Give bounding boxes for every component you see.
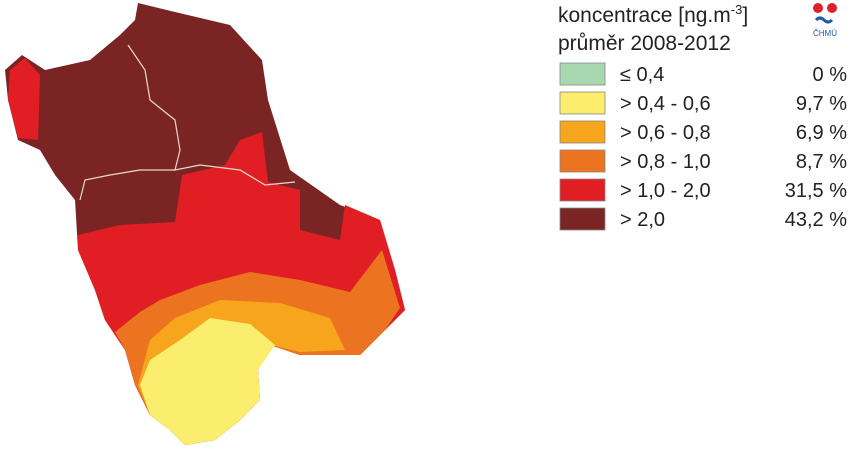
region-yellow	[140, 318, 275, 445]
legend-share: 31,5 %	[785, 180, 847, 202]
logo: ČHMÚ	[813, 3, 837, 38]
legend-label: > 2,0	[620, 209, 665, 231]
legend-title-end: ]	[742, 4, 748, 27]
logo-dot	[827, 3, 837, 13]
legend-items: ≤ 0,4 0 % > 0,4 - 0,6 9,7 % > 0,6 - 0,8 6,9 %…	[559, 62, 848, 231]
legend-swatch	[559, 91, 606, 115]
legend-share: 9,7 %	[796, 93, 847, 115]
legend-swatch	[559, 178, 606, 202]
legend-title: koncentrace [ng.m-3]	[558, 2, 748, 27]
legend-label: > 0,4 - 0,6	[620, 93, 711, 115]
region-map	[5, 3, 405, 445]
legend-swatch	[559, 149, 606, 173]
legend-label: > 0,8 - 1,0	[620, 151, 711, 173]
district-border	[79, 169, 175, 201]
logo-dot	[813, 3, 823, 13]
legend-swatch	[559, 120, 606, 144]
legend-share: 0 %	[813, 64, 848, 86]
logo-wave	[814, 16, 834, 24]
legend-subtitle: průměr 2008-2012	[558, 32, 731, 55]
legend-share: 8,7 %	[796, 151, 847, 173]
legend-swatch	[559, 207, 606, 231]
legend-share: 43,2 %	[785, 209, 847, 231]
logo-text: ČHMÚ	[813, 29, 837, 38]
district-border	[127, 44, 296, 186]
legend-label: ≤ 0,4	[620, 64, 664, 86]
legend-title-sup: -3	[731, 2, 743, 17]
region-red-west	[8, 58, 40, 140]
legend-label: > 1,0 - 2,0	[620, 180, 711, 202]
legend-title-text: koncentrace [ng.m	[558, 4, 731, 27]
legend-label: > 0,6 - 0,8	[620, 122, 711, 144]
legend-share: 6,9 %	[796, 122, 847, 144]
legend-swatch	[559, 62, 606, 86]
